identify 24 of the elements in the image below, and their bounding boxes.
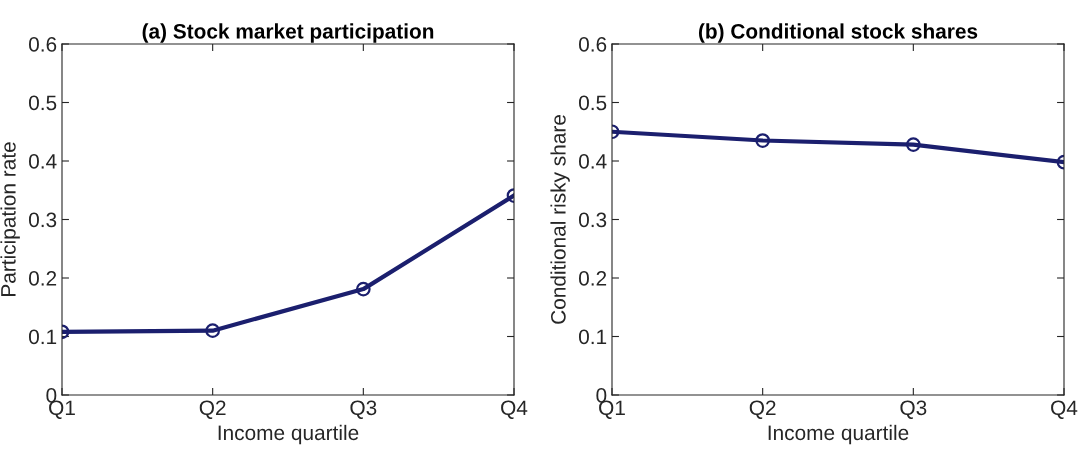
y-tick-label: 0.3 — [28, 212, 57, 228]
y-tick-label: 0.3 — [578, 212, 607, 228]
y-tick-label: 0.6 — [578, 37, 607, 52]
y-tick-label: 0.5 — [578, 95, 607, 111]
y-axis-title: Conditional risky share — [550, 115, 570, 324]
x-axis-title: Income quartile — [218, 424, 359, 445]
y-tick-label: 0.6 — [28, 37, 57, 52]
y-tick-label: 0.1 — [578, 329, 607, 345]
x-axis-title: Income quartile — [768, 424, 909, 445]
y-tick-label: 0.4 — [578, 154, 607, 169]
x-tick-label: Q2 — [749, 400, 776, 419]
x-tick-label: Q3 — [900, 400, 927, 419]
y-tick-label: 0.2 — [28, 271, 57, 286]
y-axis-title: Participation rate — [0, 142, 20, 296]
x-tick-label: Q4 — [501, 400, 528, 419]
x-tick-label: Q4 — [1051, 400, 1078, 419]
y-tick-label: 0.4 — [28, 154, 57, 169]
y-tick-label: 0.5 — [28, 95, 57, 111]
y-tick-label: 0.1 — [28, 329, 57, 345]
y-tick-label: 0.2 — [578, 271, 607, 286]
chart-title: (b) Conditional stock shares — [698, 23, 978, 43]
x-tick-label: Q2 — [199, 400, 226, 419]
x-tick-label: Q3 — [350, 400, 377, 419]
chart-title: (a) Stock market participation — [142, 23, 434, 43]
